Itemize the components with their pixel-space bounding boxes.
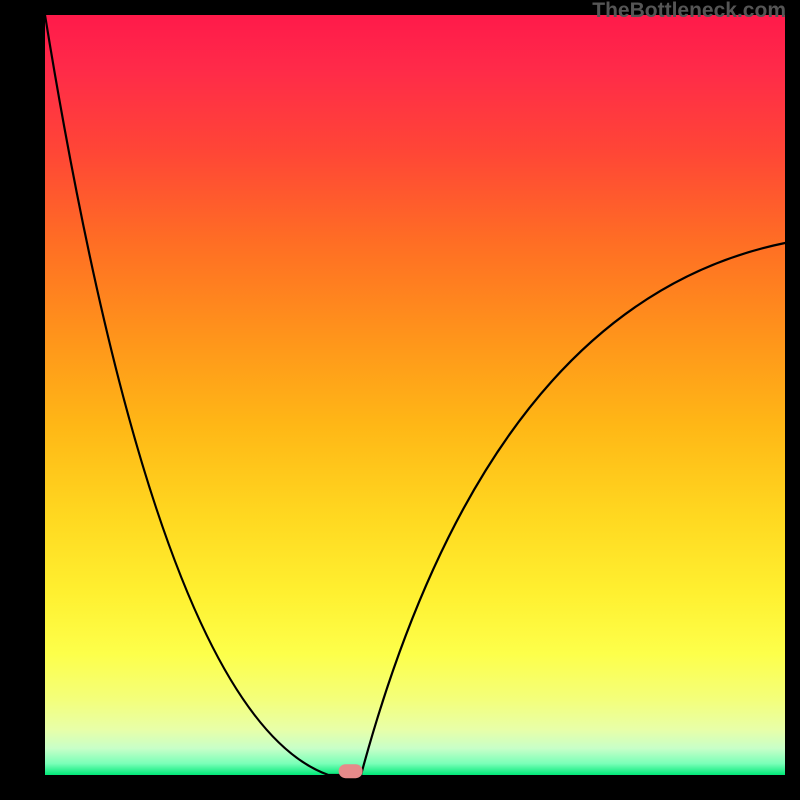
optimum-marker — [339, 764, 363, 778]
bottleneck-chart — [0, 0, 800, 800]
chart-container: TheBottleneck.com — [0, 0, 800, 800]
plot-background — [45, 15, 785, 775]
watermark-text: TheBottleneck.com — [592, 0, 786, 23]
